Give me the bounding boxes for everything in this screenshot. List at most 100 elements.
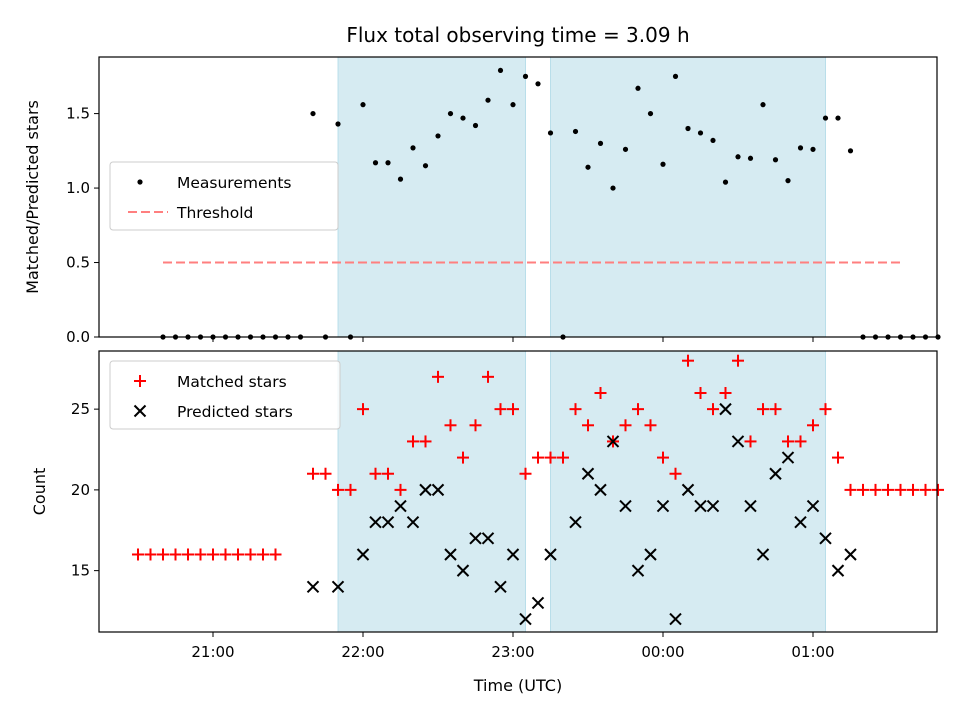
predicted-star-point [406,515,420,529]
measurement-point [335,121,341,127]
legend-label: Measurements [177,174,292,192]
predicted-star-point [844,548,857,561]
predicted-star-point [819,532,832,545]
top-observing-interval-1 [550,56,826,338]
predicted-star-point [356,548,370,561]
measurement-point [622,146,629,152]
predicted-star-point [531,596,545,610]
x-tick-label: 21:00 [191,643,234,661]
predicted-star-point [306,580,320,593]
top-y-tick-label: 1.5 [66,105,90,123]
predicted-star-point [744,499,757,513]
matched-star-point [582,419,594,432]
matched-star-point [244,548,257,561]
x-tick-label: 22:00 [341,643,384,661]
measurement-point [660,161,666,167]
x-tick-label: 00:00 [641,643,684,661]
matched-star-point [619,419,632,432]
bottom-y-tick-label: 25 [71,400,90,418]
legend-label: Matched stars [177,373,287,391]
legend-label: Threshold [176,204,253,222]
chart-title: Flux total observing time = 3.09 h [346,23,689,47]
matched-star-point [232,548,244,561]
matched-star-point [719,386,732,399]
predicted-star-point [506,548,520,561]
measurement-point [547,130,554,136]
top-y-axis-label: Matched/Predicted stars [23,100,42,294]
measurement-point [785,178,791,184]
matched-star-point [344,483,357,496]
measurement-point [747,155,754,161]
matched-star-point [482,370,494,383]
x-tick-label: 23:00 [491,643,534,661]
matched-star-point [707,403,719,416]
legend-measurement-marker [137,179,143,185]
matched-star-point [444,419,457,432]
matched-star-point [657,451,669,464]
measurement-point [735,154,741,160]
predicted-star-point [781,451,795,464]
measurement-point [410,145,416,151]
matched-star-point [419,435,432,448]
predicted-star-point [694,499,707,513]
measurement-point [672,73,679,79]
predicted-star-point [831,564,845,577]
bottom-axes-frame [98,350,938,633]
measurement-point [722,179,729,185]
bottom-legend-box [109,360,341,430]
measurement-point [847,148,854,154]
predicted-star-point [394,499,407,513]
predicted-star-point [644,548,657,561]
matched-star-point [357,403,369,416]
matched-star-point [519,467,532,480]
matched-star-point [807,419,819,432]
measurement-point [522,73,529,79]
matched-star-point [332,483,344,496]
measurement-point [422,163,429,169]
predicted-star-point [331,580,345,593]
measurement-point [697,130,704,136]
measurement-point [372,160,379,166]
predicted-star-point [656,499,670,513]
matched-star-point [932,483,944,496]
predicted-star-point [544,548,557,561]
matched-star-point [532,451,544,464]
measurement-point [497,67,504,74]
matched-star-point [569,403,582,416]
measurement-point [535,81,541,87]
matched-star-point [732,354,744,367]
predicted-star-point [519,612,532,626]
matched-star-point [769,403,782,416]
measurement-point [810,146,816,152]
matched-star-point [919,483,932,496]
matched-star-point [832,451,844,464]
matched-star-point [819,403,832,416]
matched-star-point [194,548,207,561]
predicted-star-point [569,515,582,529]
top-y-tick-label: 0.5 [66,254,90,272]
matched-star-point [157,548,169,561]
top-axes-frame [98,56,938,338]
legend-predicted-marker [133,404,147,418]
predicted-star-point [431,483,445,497]
predicted-star-point [619,499,632,513]
matched-star-point [469,419,482,432]
measurement-point [635,85,641,91]
bottom-panel: 21:00 22:00 23:00 00:00 01:00 15 20 25 Count T… [30,350,944,695]
legend-matched-marker [134,375,146,387]
matched-star-point [794,435,807,448]
matched-star-point [907,483,919,496]
matched-star-point [457,451,469,464]
predicted-star-point [594,483,607,497]
matched-star-point [307,467,319,480]
predicted-star-point [706,499,720,513]
predicted-star-point [456,564,470,577]
measurement-point [397,176,404,182]
measurement-point [822,115,829,121]
matched-star-point [744,435,757,448]
matched-star-point [257,548,269,561]
measurement-point [835,115,841,121]
bottom-y-tick-label: 20 [71,481,90,499]
measurement-point [485,97,491,103]
